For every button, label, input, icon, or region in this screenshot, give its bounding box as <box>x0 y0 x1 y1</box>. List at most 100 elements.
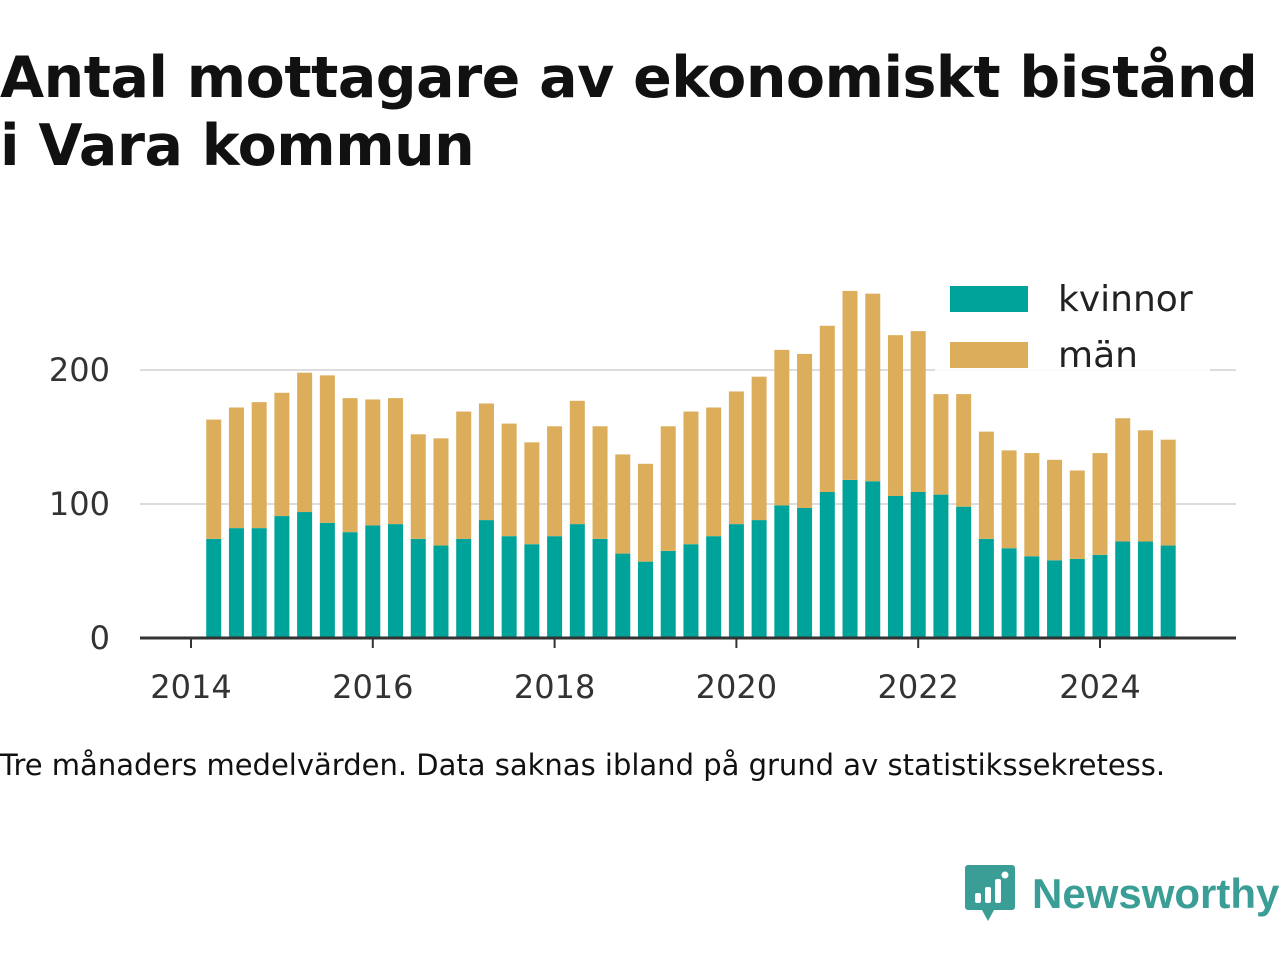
bar-kvinnor <box>206 538 222 638</box>
newsworthy-logo-icon <box>965 865 1015 921</box>
x-tick-label: 2020 <box>696 668 777 706</box>
bar-kvinnor <box>365 525 381 638</box>
bar-kvinnor <box>638 561 653 638</box>
y-tick-label: 100 <box>49 485 110 523</box>
bar-kvinnor <box>887 495 903 638</box>
bar-man <box>206 419 222 539</box>
bar-man <box>251 402 267 529</box>
bar-man <box>478 403 494 521</box>
bar-man <box>1047 459 1063 561</box>
bar-kvinnor <box>342 532 358 638</box>
legend-swatch <box>950 342 1028 368</box>
brand-name: Newsworthy <box>1032 870 1280 917</box>
bar-kvinnor <box>410 538 426 638</box>
bar-kvinnor <box>1047 560 1063 638</box>
bar-man <box>728 391 744 525</box>
bar-kvinnor <box>1024 556 1040 638</box>
bar-kvinnor <box>842 479 858 638</box>
axes: 0 100 200 2014 2016 2018 2020 2022 2024 <box>49 351 1236 706</box>
bar-kvinnor <box>978 538 994 638</box>
bar-kvinnor <box>433 545 449 638</box>
bar-kvinnor <box>501 536 517 638</box>
bar-kvinnor <box>274 516 290 638</box>
bar-man <box>1001 450 1017 549</box>
bar-kvinnor <box>228 528 244 638</box>
bar-man <box>297 372 313 513</box>
bar-kvinnor <box>456 538 472 638</box>
legend-swatch <box>950 286 1028 312</box>
bar-man <box>433 438 449 546</box>
bar-kvinnor <box>297 512 313 638</box>
legend-label: kvinnor <box>1058 279 1193 320</box>
bar-man <box>751 376 767 521</box>
bar-man <box>1160 439 1176 546</box>
bar-man <box>342 398 358 533</box>
bar-kvinnor <box>683 544 699 638</box>
y-tick-label: 200 <box>49 351 110 389</box>
bar-kvinnor <box>865 481 881 638</box>
bar-kvinnor <box>910 491 926 638</box>
bar-kvinnor <box>706 536 722 638</box>
bar-man <box>615 454 631 554</box>
bar-man <box>660 426 676 551</box>
bar-man <box>274 392 290 517</box>
bar-man <box>842 290 858 480</box>
bar-kvinnor <box>1092 554 1108 638</box>
x-tick-label: 2018 <box>514 668 595 706</box>
bar-man <box>410 434 426 539</box>
bar-man <box>501 423 517 537</box>
bar-man <box>865 293 881 482</box>
bar-kvinnor <box>797 508 813 638</box>
bar-kvinnor <box>660 550 676 638</box>
bar-kvinnor <box>728 524 744 638</box>
bar-man <box>706 407 722 537</box>
bar-kvinnor <box>1115 541 1131 638</box>
bar-man <box>319 375 335 523</box>
bar-kvinnor <box>774 505 790 638</box>
legend-label: män <box>1058 335 1138 376</box>
y-tick-label: 0 <box>90 619 110 657</box>
x-tick-label: 2024 <box>1059 668 1140 706</box>
x-tick-label: 2022 <box>877 668 958 706</box>
bar-man <box>638 463 653 562</box>
chart-title: Antal mottagare av ekonomiskt bistånd i … <box>0 45 1258 179</box>
bar-kvinnor <box>819 491 835 638</box>
chart-caption: Tre månaders medelvärden. Data saknas ib… <box>0 748 1166 782</box>
bar-kvinnor <box>956 506 972 638</box>
bars <box>206 290 1176 638</box>
bar-man <box>228 407 244 529</box>
x-tick-label: 2016 <box>332 668 413 706</box>
bar-kvinnor <box>1001 548 1017 638</box>
bar-kvinnor <box>569 524 585 638</box>
bar-kvinnor <box>1137 541 1153 638</box>
bar-kvinnor <box>478 520 494 638</box>
bar-kvinnor <box>251 528 267 638</box>
bar-man <box>456 411 472 539</box>
bar-man <box>1137 430 1153 542</box>
bar-man <box>956 394 972 507</box>
bar-man <box>547 426 563 537</box>
bar-man <box>797 353 813 509</box>
bar-kvinnor <box>524 544 540 638</box>
bar-kvinnor <box>388 524 404 638</box>
bar-kvinnor <box>319 522 335 638</box>
bar-man <box>1115 418 1131 542</box>
bar-man <box>524 442 540 545</box>
bar-kvinnor <box>615 553 631 638</box>
bar-man <box>1069 470 1085 559</box>
bar-kvinnor <box>1160 545 1176 638</box>
bar-kvinnor <box>933 494 949 638</box>
bar-man <box>365 399 381 526</box>
bar-man <box>388 398 404 525</box>
bar-man <box>978 431 994 539</box>
bar-kvinnor <box>1069 558 1085 638</box>
legend: kvinnor män <box>935 276 1210 388</box>
bar-man <box>569 400 585 525</box>
bar-man <box>819 325 835 492</box>
bar-man <box>887 335 903 496</box>
bar-man <box>1092 453 1108 555</box>
bar-kvinnor <box>592 538 608 638</box>
bar-man <box>1024 453 1040 557</box>
bar-man <box>774 349 790 506</box>
